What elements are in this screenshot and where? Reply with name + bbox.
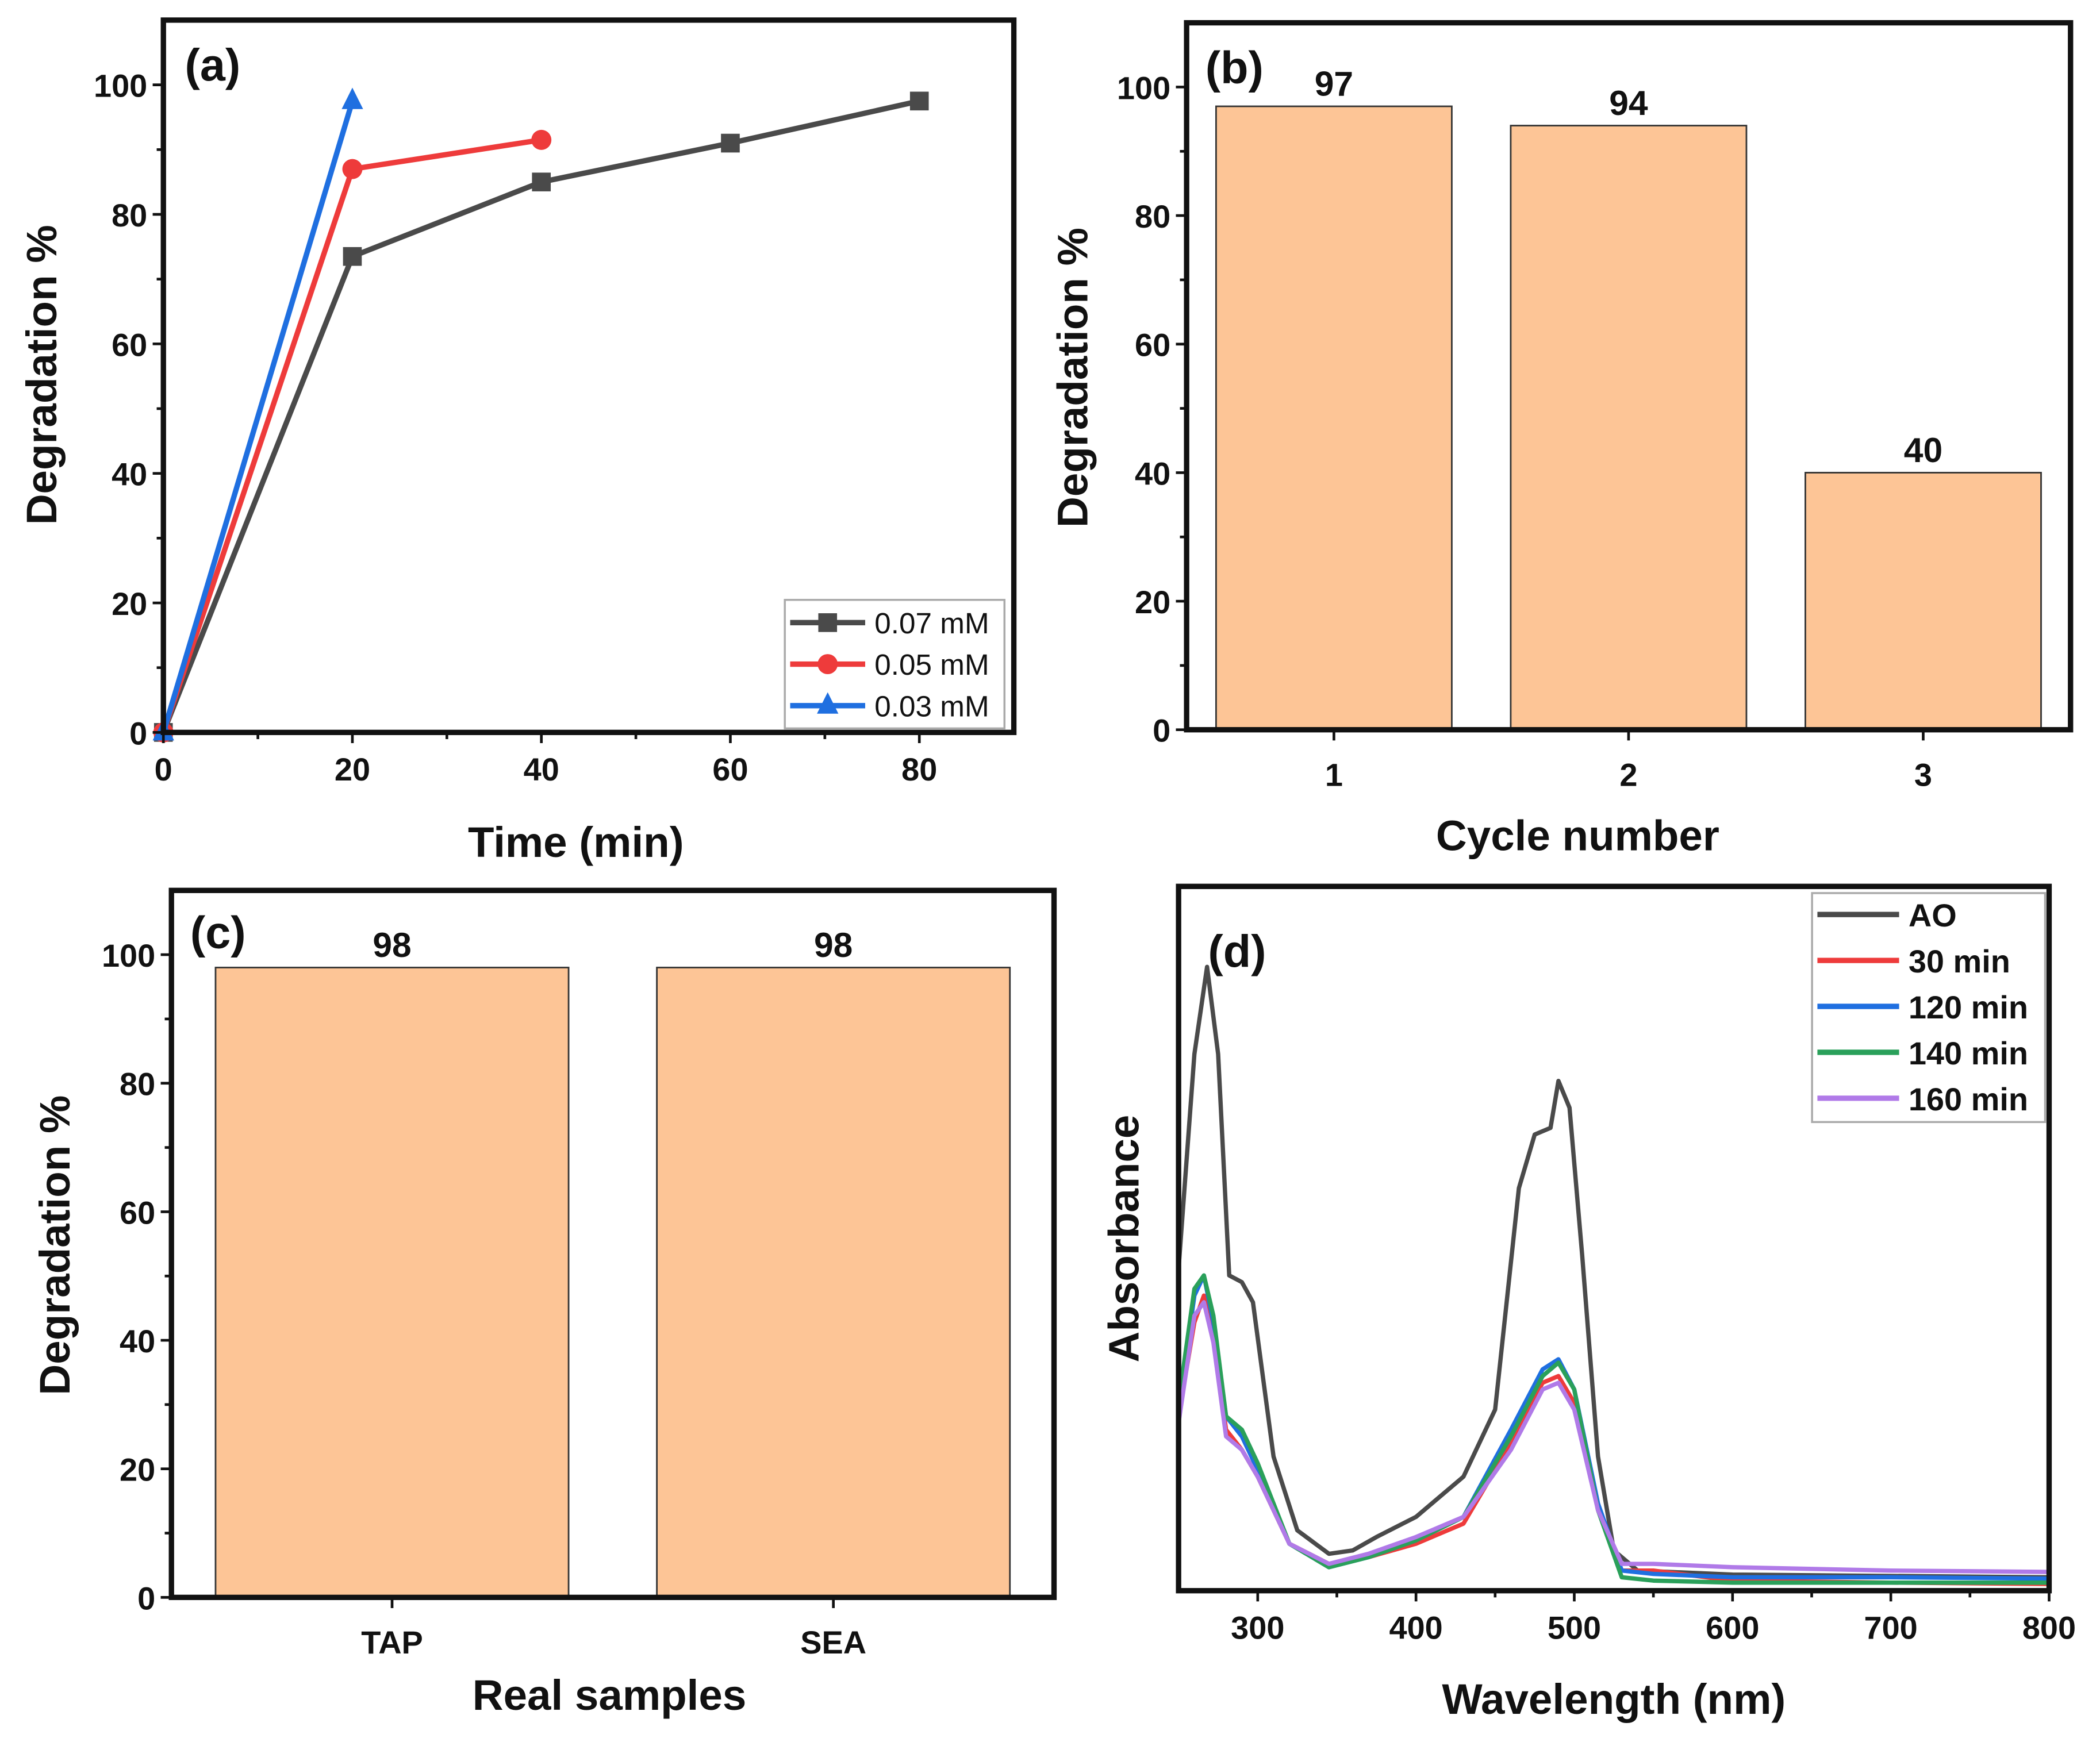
y-tick-label: 40 <box>1135 455 1170 491</box>
x-tick-label: 40 <box>524 751 559 787</box>
x-tick-label: 3 <box>1914 757 1932 793</box>
y-tick-label: 0 <box>1153 713 1170 749</box>
legend-label: 0.03 mM <box>874 690 989 722</box>
bar-data-label: 97 <box>1315 64 1353 103</box>
y-tick-label: 80 <box>120 1066 155 1102</box>
bar-SEA <box>656 967 1011 1598</box>
data-point-circle <box>531 129 552 150</box>
panel-label: (a) <box>185 39 241 90</box>
x-tick-label: SEA <box>800 1624 866 1660</box>
y-tick-label: 100 <box>102 937 155 974</box>
legend-label: 0.07 mM <box>874 607 989 640</box>
x-tick-label: 800 <box>2022 1610 2076 1646</box>
y-tick-label: 80 <box>112 197 147 233</box>
data-point-square <box>532 172 551 191</box>
legend-label: AO <box>1909 897 1957 933</box>
panel-label: (d) <box>1208 925 1266 976</box>
y-tick-label: 60 <box>112 326 147 363</box>
bar-TAP <box>214 967 570 1598</box>
series-line-120-min <box>1176 1273 2049 1581</box>
legend-label: 0.05 mM <box>874 648 989 681</box>
x-tick-label: 0 <box>155 751 172 787</box>
series-line-0.03-mM <box>160 100 355 733</box>
y-tick-label: 60 <box>1135 327 1170 363</box>
bar-data-label: 40 <box>1904 430 1942 470</box>
bar-3 <box>1805 472 2042 731</box>
bar-1 <box>1215 105 1453 731</box>
panel-label: (c) <box>190 906 246 957</box>
panel-a: 0 20 40 60 80 0 20 40 60 80 100 (a) Time (min) Degrad… <box>18 17 1017 866</box>
data-point-square <box>343 247 362 266</box>
x-axis-title: Cycle number <box>1436 812 1719 859</box>
y-tick-label: 80 <box>1135 198 1170 234</box>
legend-label: 120 min <box>1909 989 2028 1025</box>
legend-label: 140 min <box>1909 1035 2028 1071</box>
y-axis-title: Degradation % <box>18 225 66 525</box>
x-tick-label: 80 <box>901 751 937 787</box>
legend-marker-triangle <box>817 692 839 714</box>
plot-frame <box>160 17 1017 736</box>
x-tick-label: 400 <box>1389 1610 1443 1646</box>
bar-data-label: 98 <box>814 925 853 964</box>
plot-frame <box>1176 883 2052 1594</box>
y-tick-label: 100 <box>94 68 147 104</box>
panel-d: 300 400 500 600 700 800 (d) Wavelength (nm) Abso… <box>1100 883 2076 1723</box>
x-tick-label: 300 <box>1231 1610 1284 1646</box>
bar-data-label: 98 <box>373 925 411 964</box>
y-axis-title: Absorbance <box>1100 1115 1147 1363</box>
bar-2 <box>1510 125 1748 731</box>
x-tick-label: 500 <box>1548 1610 1601 1646</box>
data-point-square <box>909 91 929 111</box>
plot-frame <box>1184 20 2074 733</box>
x-tick-label: 2 <box>1619 757 1637 793</box>
x-tick-label: 600 <box>1706 1610 1759 1646</box>
legend-label: 30 min <box>1909 943 2010 979</box>
y-tick-label: 60 <box>120 1194 155 1230</box>
legend-label: 160 min <box>1909 1081 2028 1117</box>
y-tick-label: 20 <box>1135 584 1170 620</box>
legend-marker-circle <box>817 654 838 675</box>
x-axis-title: Wavelength (nm) <box>1442 1675 1786 1723</box>
panel-label: (b) <box>1206 41 1264 93</box>
y-axis-title: Degradation % <box>1049 228 1097 528</box>
x-tick-label: 700 <box>1864 1610 1917 1646</box>
y-tick-label: 20 <box>120 1452 155 1488</box>
x-tick-label: 20 <box>335 751 370 787</box>
y-tick-label: 40 <box>112 456 147 493</box>
series-line-160-min <box>1176 1300 2049 1574</box>
panel-c: 98 TAP 98 SEA 0 20 40 60 80 100 (c) Real samples Deg… <box>31 887 1057 1719</box>
x-tick-label: TAP <box>361 1624 423 1660</box>
series-line-AO <box>1176 964 2049 1580</box>
y-tick-label: 0 <box>137 1580 155 1616</box>
y-tick-label: 0 <box>129 715 147 751</box>
series-line-0.05-mM <box>160 137 542 733</box>
y-tick-label: 100 <box>1117 70 1170 106</box>
legend-marker-square <box>818 613 838 632</box>
y-tick-label: 40 <box>120 1323 155 1359</box>
data-point-triangle <box>341 87 363 109</box>
y-axis-title: Degradation % <box>31 1095 79 1395</box>
x-axis-title: Time (min) <box>468 818 684 866</box>
x-tick-label: 60 <box>712 751 748 787</box>
y-tick-label: 20 <box>112 586 147 622</box>
bar-data-label: 94 <box>1609 83 1648 122</box>
data-point-square <box>721 133 740 153</box>
data-point-circle <box>342 159 363 179</box>
x-axis-title: Real samples <box>473 1671 747 1719</box>
x-tick-label: 1 <box>1325 757 1343 793</box>
plot-frame <box>168 887 1057 1601</box>
